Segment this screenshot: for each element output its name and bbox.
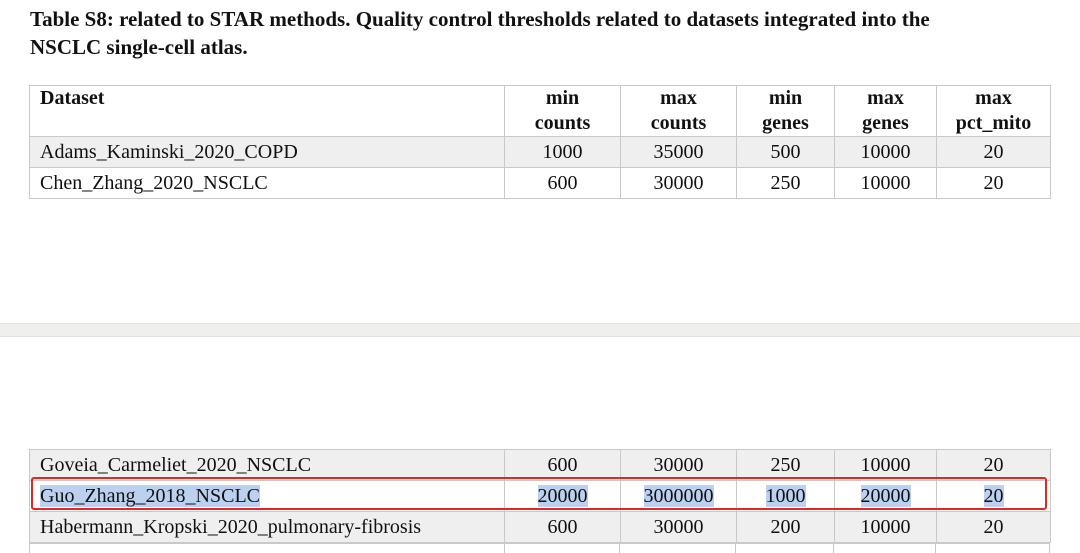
header-min-genes: min genes (736, 85, 835, 137)
table-row: Chen_Zhang_2020_NSCLC 600 30000 250 1000… (29, 167, 1051, 199)
cut-off-row-table (29, 543, 1050, 553)
table-row: Goveia_Carmeliet_2020_NSCLC 600 30000 25… (29, 449, 1051, 481)
table-row (29, 543, 1050, 553)
header-min-counts: min counts (504, 85, 621, 137)
cell-max-genes: 10000 (834, 167, 937, 199)
cell-min-genes: 1000 (736, 480, 835, 512)
cell-min-counts: 600 (504, 167, 621, 199)
caption-line-1: Table S8: related to STAR methods. Quali… (30, 7, 930, 31)
cell-dataset: Guo_Zhang_2018_NSCLC (29, 480, 505, 512)
cell-min-counts: 1000 (504, 136, 621, 168)
cell-max-genes: 10000 (834, 449, 937, 481)
table-row: Habermann_Kropski_2020_pulmonary-fibrosi… (29, 511, 1051, 543)
selected-text[interactable]: Guo_Zhang_2018_NSCLC (40, 485, 260, 507)
cell-max-pct-mito (935, 543, 1050, 553)
cell-min-genes: 500 (736, 136, 835, 168)
selected-text[interactable]: 20000 (537, 485, 588, 507)
cell-dataset: Adams_Kaminski_2020_COPD (29, 136, 505, 168)
cell-max-counts: 30000 (620, 449, 737, 481)
cut-off-next-row (29, 543, 1050, 553)
table-caption: Table S8: related to STAR methods. Quali… (30, 5, 1060, 61)
qc-table-bottom: Goveia_Carmeliet_2020_NSCLC 600 30000 25… (29, 449, 1051, 543)
cell-dataset: Goveia_Carmeliet_2020_NSCLC (29, 449, 505, 481)
table-row-highlighted: Guo_Zhang_2018_NSCLC 20000 3000000 1000 … (29, 480, 1051, 512)
page-break-divider (0, 323, 1080, 337)
cell-min-genes: 200 (736, 511, 835, 543)
cell-max-counts: 30000 (620, 167, 737, 199)
cell-max-counts: 30000 (620, 511, 737, 543)
cell-min-counts (503, 543, 621, 553)
header-max-genes: max genes (834, 85, 937, 137)
selected-text[interactable]: 20000 (860, 485, 911, 507)
caption-line-2: NSCLC single-cell atlas. (30, 35, 248, 59)
cell-min-counts: 600 (504, 449, 621, 481)
cell-dataset: Chen_Zhang_2020_NSCLC (29, 167, 505, 199)
cell-min-genes: 250 (736, 449, 835, 481)
table-header-row: Dataset min counts max counts min genes max… (29, 85, 1051, 137)
cell-max-pct-mito: 20 (936, 511, 1051, 543)
cell-max-genes: 10000 (834, 511, 937, 543)
selected-text[interactable]: 20 (983, 485, 1004, 507)
header-dataset: Dataset (29, 85, 505, 137)
cell-max-genes (833, 543, 937, 553)
cell-max-counts: 35000 (620, 136, 737, 168)
cell-min-counts: 20000 (504, 480, 621, 512)
qc-table-top: Dataset min counts max counts min genes max… (29, 85, 1051, 199)
header-max-counts: max counts (620, 85, 737, 137)
selected-text[interactable]: 1000 (765, 485, 806, 507)
cell-min-counts: 600 (504, 511, 621, 543)
cell-min-genes (735, 543, 835, 553)
cell-dataset: Habermann_Kropski_2020_pulmonary-fibrosi… (29, 511, 505, 543)
cell-max-genes: 10000 (834, 136, 937, 168)
highlight-annotation-box (31, 477, 1047, 510)
cell-dataset (29, 543, 505, 553)
cell-min-genes: 250 (736, 167, 835, 199)
cell-max-pct-mito: 20 (936, 480, 1051, 512)
cell-max-counts (619, 543, 737, 553)
cell-max-genes: 20000 (834, 480, 937, 512)
cell-max-pct-mito: 20 (936, 136, 1051, 168)
table-row: Adams_Kaminski_2020_COPD 1000 35000 500 … (29, 136, 1051, 168)
selected-text[interactable]: 3000000 (643, 485, 714, 507)
cell-max-pct-mito: 20 (936, 449, 1051, 481)
cell-max-pct-mito: 20 (936, 167, 1051, 199)
header-max-pct-mito: max pct_mito (936, 85, 1051, 137)
